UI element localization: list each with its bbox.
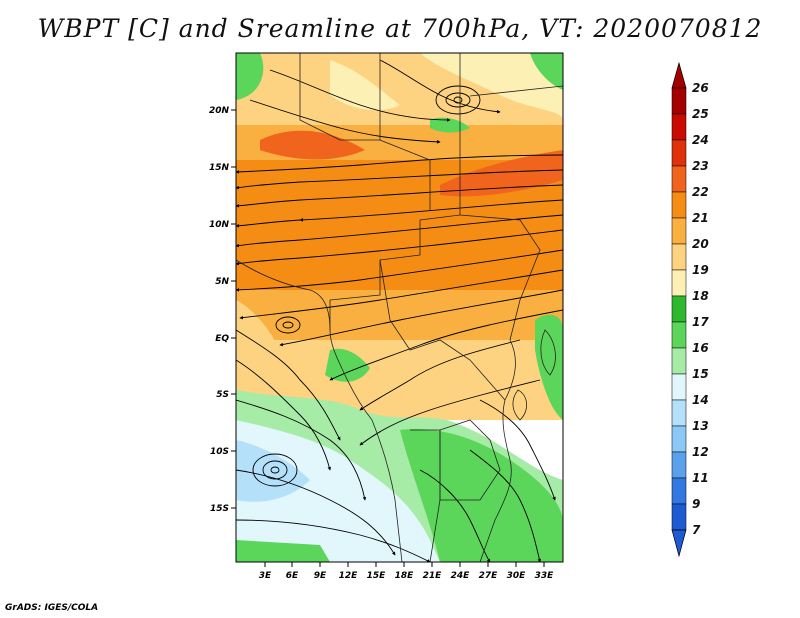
colorbar: 26 25 24 23 22 21 20 19 18 17 16 15 14 13 12 11 9 7 xyxy=(671,61,709,558)
colorbar-label: 24 xyxy=(692,133,709,147)
wbpt-field xyxy=(236,53,563,562)
colorbar-label: 21 xyxy=(692,211,709,225)
colorbar-label: 12 xyxy=(692,445,709,459)
lat-label: 5S xyxy=(216,390,229,400)
chart-title: WBPT [C] and Sreamline at 700hPa, VT: 20… xyxy=(37,14,763,43)
map-frame xyxy=(235,52,564,563)
lat-label: 10N xyxy=(209,220,230,230)
colorbar-label: 18 xyxy=(692,289,709,303)
colorbar-cell xyxy=(671,191,687,219)
lon-labels: 3E 6E 9E 12E 15E 18E 21E 24E 27E 30E 33E xyxy=(259,571,554,581)
colorbar-cell xyxy=(671,139,687,167)
lon-label: 9E xyxy=(314,571,327,581)
lon-label: 21E xyxy=(423,571,443,581)
colorbar-label: 25 xyxy=(692,107,709,121)
lat-label: 15S xyxy=(210,504,229,514)
lon-label: 18E xyxy=(395,571,415,581)
colorbar-cell xyxy=(671,295,687,323)
lon-label: 6E xyxy=(286,571,299,581)
colorbar-bottom-triangle xyxy=(671,529,687,558)
colorbar-label: 26 xyxy=(692,81,709,95)
colorbar-cell xyxy=(671,243,687,271)
colorbar-label: 22 xyxy=(692,185,709,199)
colorbar-cell xyxy=(671,477,687,505)
colorbar-label: 7 xyxy=(692,523,701,537)
lon-label: 33E xyxy=(535,571,555,581)
colorbar-cell xyxy=(671,321,687,349)
colorbar-cell xyxy=(671,217,687,245)
colorbar-cell xyxy=(671,373,687,401)
grads-credit: GrADS: IGES/COLA xyxy=(5,603,99,613)
lon-ticks xyxy=(264,562,545,567)
colorbar-label: 23 xyxy=(692,159,709,173)
lon-label: 15E xyxy=(367,571,387,581)
lat-label: 5N xyxy=(215,277,229,287)
lon-label: 24E xyxy=(451,571,471,581)
colorbar-cell xyxy=(671,399,687,427)
lon-label: 12E xyxy=(339,571,359,581)
lat-label: EQ xyxy=(215,334,229,344)
colorbar-label: 11 xyxy=(692,471,709,485)
colorbar-label: 15 xyxy=(692,367,709,381)
colorbar-cells xyxy=(671,87,687,531)
colorbar-label: 20 xyxy=(692,237,709,251)
colorbar-cell xyxy=(671,165,687,193)
colorbar-cell xyxy=(671,451,687,479)
colorbar-top-triangle xyxy=(671,61,687,89)
lat-ticks xyxy=(231,109,236,509)
colorbar-cell xyxy=(671,503,687,531)
lon-label: 3E xyxy=(259,571,272,581)
colorbar-label: 19 xyxy=(692,263,709,277)
lat-labels: 20N 15N 10N 5N EQ 5S 10S 15S xyxy=(209,106,230,514)
colorbar-label: 17 xyxy=(692,315,709,329)
colorbar-label: 9 xyxy=(692,497,700,511)
colorbar-cell xyxy=(671,269,687,297)
colorbar-label: 16 xyxy=(692,341,709,355)
lat-label: 15N xyxy=(209,163,230,173)
country-borders xyxy=(236,53,563,562)
lat-label: 20N xyxy=(209,106,230,116)
colorbar-cell xyxy=(671,347,687,375)
colorbar-label: 14 xyxy=(692,393,709,407)
colorbar-label: 13 xyxy=(692,419,709,433)
lon-label: 30E xyxy=(507,571,527,581)
colorbar-cell xyxy=(671,425,687,453)
lat-label: 10S xyxy=(210,447,229,457)
streamlines xyxy=(236,59,563,562)
colorbar-cell xyxy=(671,87,687,115)
colorbar-labels: 26 25 24 23 22 21 20 19 18 17 16 15 14 13 12 11 9 7 xyxy=(692,81,709,537)
lon-label: 27E xyxy=(479,571,499,581)
colorbar-cell xyxy=(671,113,687,141)
